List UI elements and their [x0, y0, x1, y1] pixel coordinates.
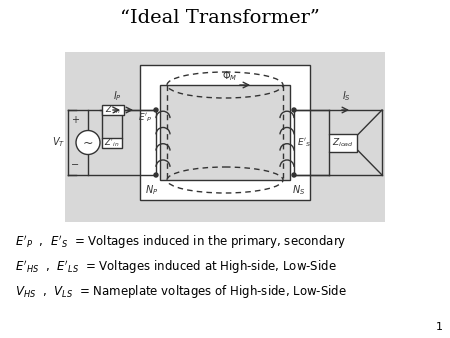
Circle shape: [292, 108, 296, 112]
Circle shape: [154, 108, 158, 112]
Text: $E'_{HS}$  ,  $E'_{LS}$  = Voltages induced at High-side, Low-Side: $E'_{HS}$ , $E'_{LS}$ = Voltages induced…: [15, 258, 337, 276]
Text: $Z'_{in}$: $Z'_{in}$: [105, 104, 121, 116]
Text: $N_S$: $N_S$: [292, 183, 305, 197]
Bar: [329, 134, 357, 151]
Text: −: −: [71, 160, 79, 170]
Circle shape: [292, 173, 296, 177]
Bar: [65, 52, 385, 222]
Bar: [160, 85, 290, 180]
Text: +: +: [71, 115, 79, 125]
Text: $\Phi_M$: $\Phi_M$: [222, 69, 238, 83]
Text: $V_T$: $V_T$: [52, 136, 65, 149]
Bar: [140, 65, 310, 200]
Circle shape: [154, 173, 158, 177]
Text: $V_{HS}$  ,  $V_{LS}$  = Nameplate voltages of High-side, Low-Side: $V_{HS}$ , $V_{LS}$ = Nameplate voltages…: [15, 284, 347, 300]
Text: ~: ~: [83, 137, 93, 150]
Text: $Z_{load}$: $Z_{load}$: [332, 136, 354, 149]
Text: $N_P$: $N_P$: [145, 183, 158, 197]
Circle shape: [76, 130, 100, 154]
Text: $E'_S$: $E'_S$: [297, 136, 311, 149]
Text: $E'_P$  ,  $E'_S$  = Voltages induced in the primary, secondary: $E'_P$ , $E'_S$ = Voltages induced in th…: [15, 233, 346, 251]
Text: $I_P$: $I_P$: [112, 89, 122, 103]
Text: $Z'_{in}$: $Z'_{in}$: [104, 136, 120, 149]
Bar: [102, 138, 122, 147]
Bar: [102, 105, 124, 115]
Text: $E'_P$: $E'_P$: [138, 111, 152, 123]
Text: $I_S$: $I_S$: [342, 89, 351, 103]
Text: “Ideal Transformer”: “Ideal Transformer”: [120, 9, 320, 27]
Text: 1: 1: [436, 322, 443, 332]
